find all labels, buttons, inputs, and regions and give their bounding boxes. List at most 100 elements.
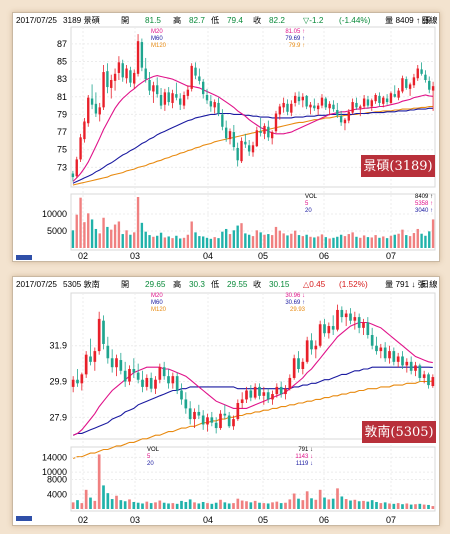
volume-bar xyxy=(202,236,205,248)
volume-bar xyxy=(374,235,377,248)
header-high: 30.3 xyxy=(189,280,205,289)
volume-bar xyxy=(428,231,431,248)
candle-body xyxy=(71,379,75,387)
volume-bar xyxy=(179,238,182,248)
candle-body xyxy=(378,95,381,103)
candle-body xyxy=(171,376,175,384)
volume-bar xyxy=(244,233,247,248)
candle-body xyxy=(362,98,366,107)
x-tick-label: 05 xyxy=(258,251,268,261)
volume-bar xyxy=(197,503,201,509)
volume-legend-value: 1143 ↓ xyxy=(295,454,313,460)
candle-body xyxy=(219,413,222,429)
candle-body xyxy=(401,78,404,92)
volume-bar xyxy=(309,236,312,248)
volume-bar xyxy=(301,236,304,248)
candle-body xyxy=(405,79,408,88)
header-date: 2017/07/25 xyxy=(16,16,57,25)
candle-body xyxy=(244,141,247,145)
volume-bar xyxy=(422,504,426,509)
candle-body xyxy=(401,356,404,366)
header-bar: 2017/07/25 3189 景碩 開 81.5 高 82.7 低 79.4 收 82.2 ▽-1… xyxy=(16,15,437,25)
volume-bar xyxy=(297,498,300,509)
candle-body xyxy=(188,408,192,420)
candle-body xyxy=(182,95,186,106)
candle-body xyxy=(80,374,84,384)
candle-body xyxy=(117,62,121,73)
candle-body xyxy=(332,104,335,110)
volume-tick-label: 5000 xyxy=(47,226,67,236)
volume-bar xyxy=(320,234,324,248)
ma-legend-value: 30.96 ↓ xyxy=(285,293,305,299)
candle-body xyxy=(98,107,101,115)
volume-bar xyxy=(405,235,408,248)
candle-body xyxy=(245,390,248,400)
volume-bar xyxy=(292,493,296,509)
volume-bar xyxy=(388,503,391,509)
volume-bar xyxy=(347,234,350,248)
candle-body xyxy=(140,42,144,68)
x-tick-label: 03 xyxy=(130,515,140,525)
ma20-line xyxy=(72,75,434,182)
volume-bar xyxy=(240,500,244,509)
candle-body xyxy=(75,159,78,177)
candle-body xyxy=(110,358,114,368)
candle-body xyxy=(379,347,383,352)
volume-bar xyxy=(227,503,231,509)
volume-bar xyxy=(305,234,308,248)
x-tick-label: 04 xyxy=(203,515,213,525)
ma-legend-name: M120 xyxy=(151,307,167,313)
candle-body xyxy=(228,131,232,140)
header-period: 日線 xyxy=(421,279,437,289)
volume-bar xyxy=(274,226,278,248)
volume-bar xyxy=(392,503,396,509)
candle-body xyxy=(129,70,132,83)
volume-bar xyxy=(370,500,374,509)
volume-bar xyxy=(336,236,339,248)
candle-body xyxy=(331,326,335,330)
candle-body xyxy=(288,377,292,389)
candle-body xyxy=(184,399,188,409)
candle-body xyxy=(201,415,205,425)
volume-bar xyxy=(163,237,167,248)
volume-legend-value: 791 ↓ xyxy=(298,447,313,453)
price-tick-label: 27.9 xyxy=(49,412,67,422)
candle-body xyxy=(267,126,270,138)
candle-body xyxy=(136,372,140,380)
volume-bar xyxy=(232,230,236,248)
volume-bar xyxy=(288,499,292,509)
candle-body xyxy=(388,351,391,359)
candle-body xyxy=(132,369,136,373)
candle-body xyxy=(232,419,235,427)
ma-legend-value: 81.05 ↑ xyxy=(285,29,305,35)
volume-legend-value: 8409 ↑ xyxy=(415,194,433,200)
volume-bar xyxy=(167,503,170,509)
volume-bar xyxy=(323,497,326,509)
volume-bar xyxy=(271,502,274,509)
candle-body xyxy=(408,84,412,89)
volume-bar xyxy=(110,499,114,509)
volume-bar xyxy=(113,224,117,248)
candle-body xyxy=(223,413,227,416)
volume-bar xyxy=(383,502,387,509)
header-low-label: 低 xyxy=(211,15,219,25)
candle-body xyxy=(412,77,416,86)
candlestick-chart: 2017/07/25 5305 敦南 開 29.65 高 30.3 低 29.55 收 30.15… xyxy=(16,279,437,525)
candle-body xyxy=(327,326,331,334)
header-low-label: 低 xyxy=(211,279,219,289)
x-tick-label: 05 xyxy=(258,515,268,525)
candle-body xyxy=(418,365,422,378)
volume-bar xyxy=(286,235,289,248)
volume-bar xyxy=(314,499,318,509)
candle-body xyxy=(431,86,435,91)
price-tick-label: 73 xyxy=(57,162,67,172)
volume-bar xyxy=(188,499,192,509)
ma-legend-name: M60 xyxy=(151,300,163,306)
candle-body xyxy=(320,97,324,106)
candle-body xyxy=(141,379,144,387)
volume-bar xyxy=(159,232,163,248)
candle-body xyxy=(232,132,236,148)
volume-tick-label: 10000 xyxy=(42,209,67,219)
candle-body xyxy=(210,417,214,423)
